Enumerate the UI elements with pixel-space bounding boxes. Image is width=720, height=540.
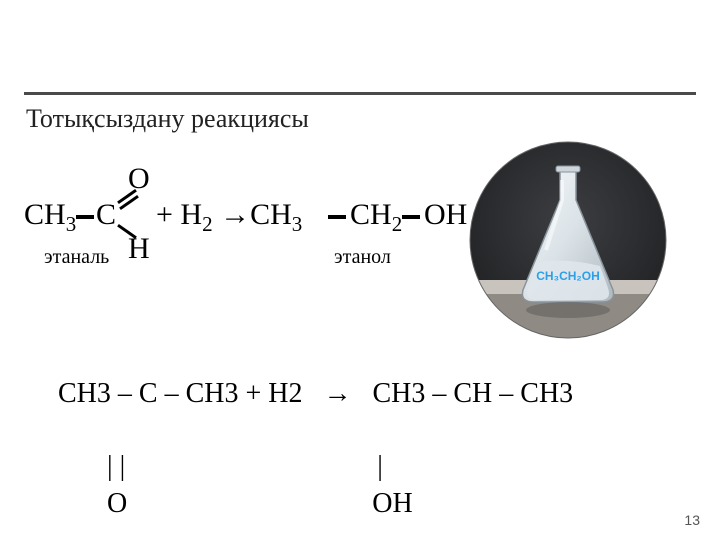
bond-ch2-oh [402,215,420,219]
slide-title: Тотықсыздану реакциясы [26,104,309,134]
rxn1-plus-h2: + Н2 →СН3 [156,198,302,237]
flask-illustration: CH₃CH₂OH [468,140,668,340]
sub2: 3 [292,212,303,236]
horizontal-rule [24,92,696,95]
rxn2-line3: О ОН [30,486,690,522]
sub: 2 [202,212,213,236]
rxn2-line2: | | | [30,449,690,485]
label-ethanol: этанол [334,246,391,269]
rxn1-c: С [96,198,116,232]
l1arrow: → [323,378,351,409]
txt: СН [350,198,392,231]
l1a: СН3 – С – СН3 + Н2 [58,378,323,409]
rxn1-oh: ОН [424,198,467,232]
arrow-ch3: →СН [220,198,292,231]
rxn1-h: Н [128,232,150,266]
bond-ch3-c [76,215,94,219]
rxn1-ch3: СН3 [24,198,76,237]
sub: 2 [392,212,403,236]
rxn1-ch2: СН2 [350,198,402,237]
flask-svg: CH₃CH₂OH [468,140,668,340]
txt: + Н [156,198,202,231]
reaction-2: СН3 – С – СН3 + Н2 → СН3 – СН – СН3 | | … [30,340,690,522]
l1b: СН3 – СН – СН3 [351,378,573,409]
bond-ch3-ch2 [328,215,346,219]
rxn2-line1: СН3 – С – СН3 + Н2 → СН3 – СН – СН3 [30,340,690,449]
txt: СН [24,198,66,231]
sub: 3 [66,212,77,236]
page-number: 13 [684,512,700,528]
flask-label-text: CH₃CH₂OH [536,269,600,283]
reaction-1: СН3 С О Н + Н2 →СН3 СН2 ОН этаналь этано… [24,160,454,280]
label-ethanal: этаналь [44,246,109,269]
